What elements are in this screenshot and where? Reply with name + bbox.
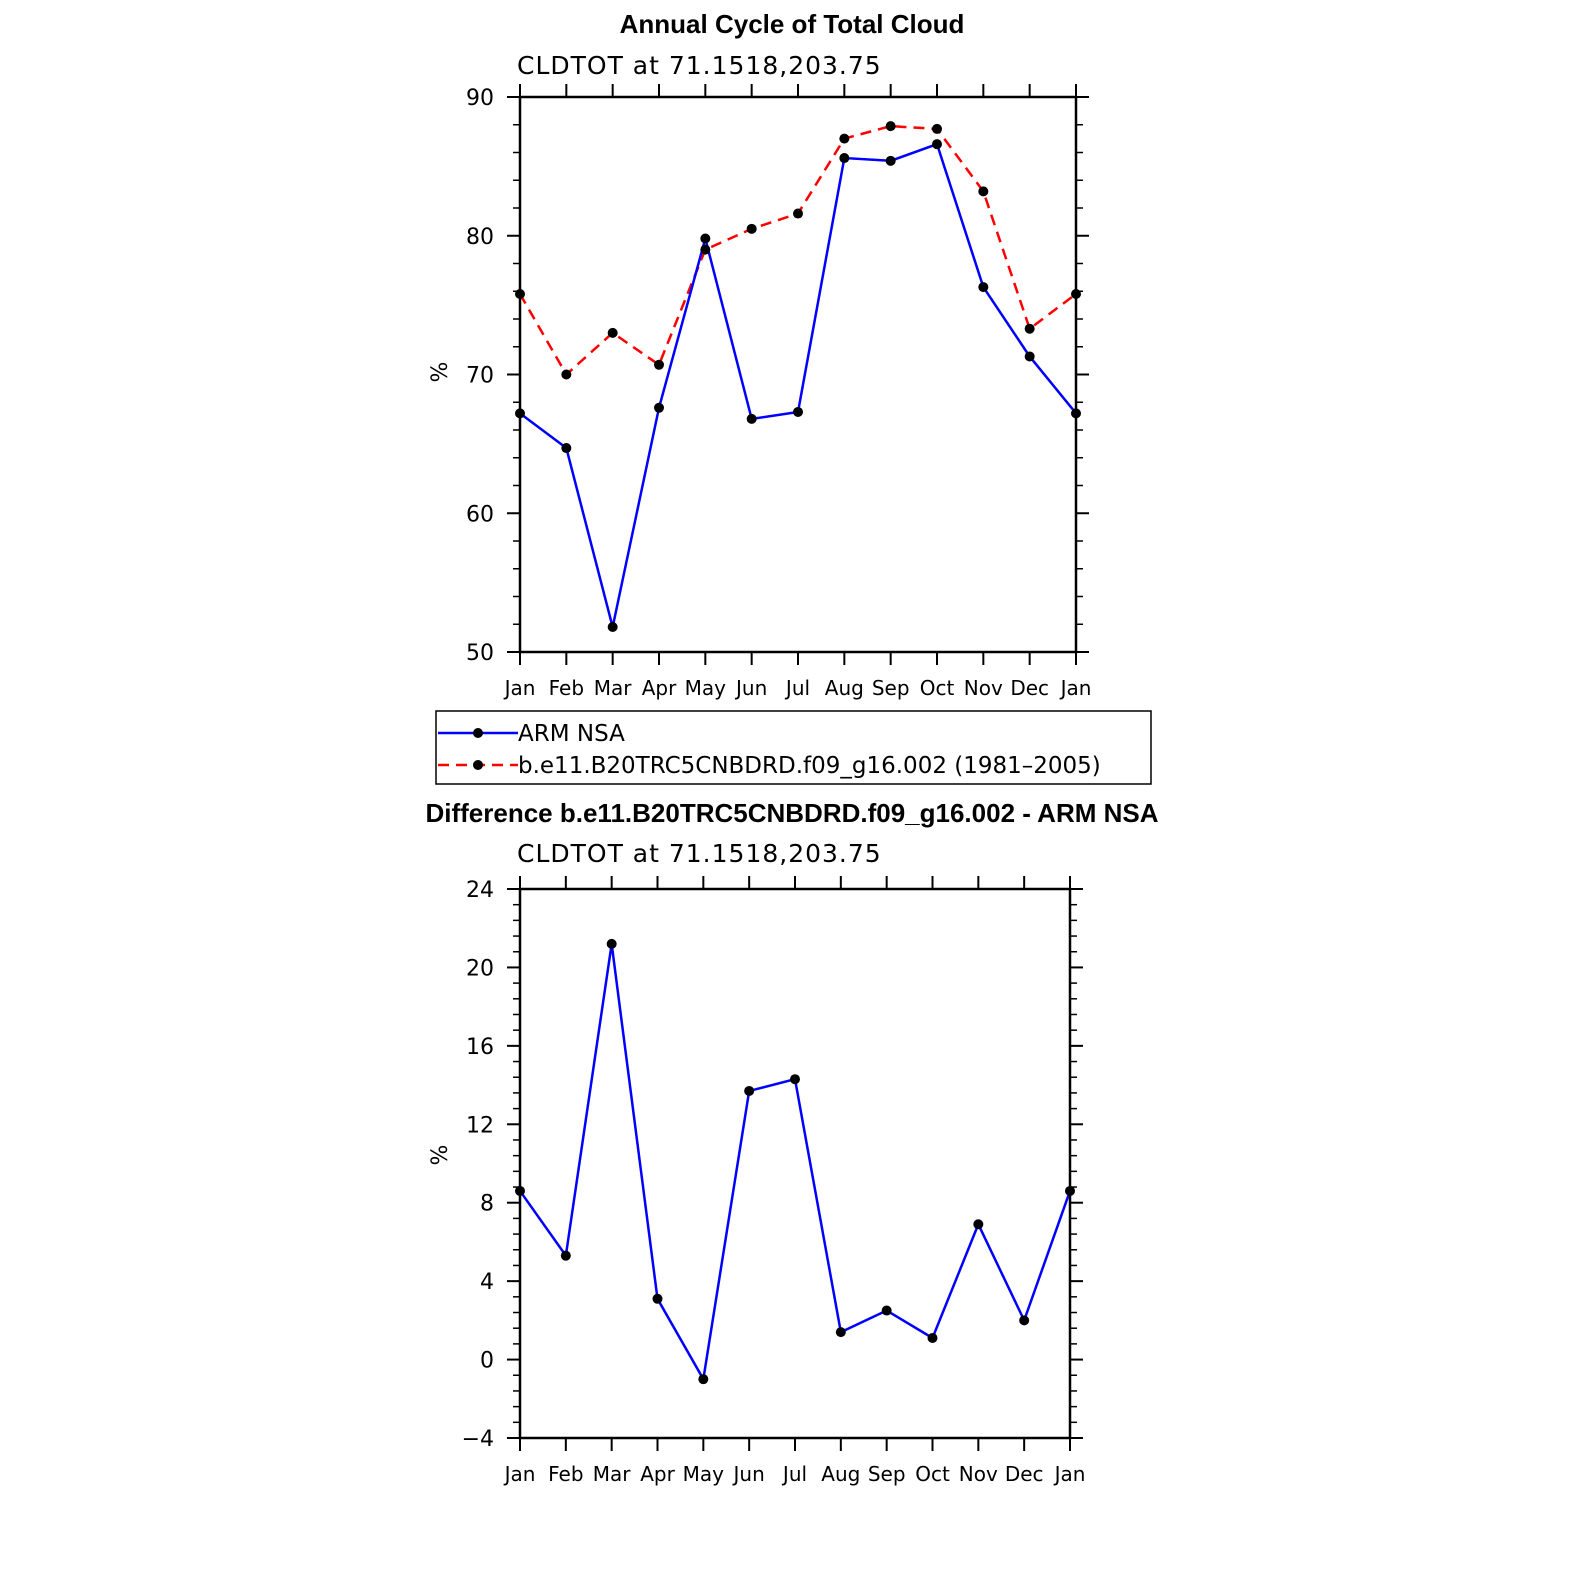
- data-point-s1-1: [561, 369, 572, 380]
- data-point-s0-11: [1024, 351, 1035, 362]
- y-tick-label: 80: [466, 225, 494, 250]
- x-tick-label: May: [685, 676, 727, 700]
- data-point-s1-6: [793, 208, 803, 219]
- chart-1-plot: Jan Feb Mar Apr May Jun Jul Aug Sep Oct Nov Dec Jan 5…: [466, 84, 1091, 700]
- data-point-s1-12: [1071, 289, 1081, 300]
- x-tick-label: Jan: [503, 1462, 536, 1486]
- x-tick-label: Aug: [821, 1462, 860, 1486]
- data-point-s1-4: [700, 244, 711, 255]
- data-point-s1-10: [978, 186, 989, 197]
- data-point-s0-7: [839, 153, 850, 164]
- data-point-s0-5: [746, 413, 757, 424]
- legend-marker-arm-nsa: [473, 728, 483, 738]
- data-point-s0-6: [793, 406, 803, 417]
- legend-box: [435, 710, 1152, 785]
- data-point-s0-0: [515, 1185, 525, 1196]
- y-tick-label: 24: [466, 878, 494, 903]
- x-tick-label: May: [683, 1462, 725, 1486]
- series-line-0: [518, 943, 1072, 1383]
- x-tick-label: Jul: [784, 676, 810, 700]
- x-tick-label: Mar: [593, 1462, 632, 1486]
- x-tick-label: Oct: [915, 1462, 950, 1486]
- legend-marker-model: [473, 760, 483, 770]
- data-point-s1-2: [607, 327, 618, 338]
- x-tick-label: Apr: [640, 1462, 675, 1486]
- series-line-1: [518, 124, 1077, 377]
- data-point-s1-0: [515, 289, 525, 300]
- x-tick-label: Jun: [732, 1462, 765, 1486]
- y-tick-label: 8: [480, 1192, 494, 1217]
- plot-frame: [518, 887, 1072, 1440]
- data-point-s0-1: [561, 443, 572, 454]
- data-point-s0-8: [881, 1305, 892, 1316]
- data-point-s0-3: [654, 402, 664, 413]
- x-tick-label: Nov: [959, 1462, 998, 1486]
- plot-frame: [518, 95, 1078, 654]
- x-tick-label: Sep: [872, 676, 910, 700]
- y-tick-label: 4: [480, 1270, 494, 1295]
- y-tick-label: 90: [466, 86, 494, 111]
- x-tick-label: Sep: [868, 1462, 906, 1486]
- x-tick-label: Feb: [548, 1462, 583, 1486]
- data-point-s0-6: [790, 1074, 800, 1085]
- chart-1-ylabel: %: [428, 362, 453, 383]
- y-tick-label: 50: [466, 641, 494, 666]
- y-tick-label: 12: [466, 1113, 494, 1138]
- chart-2-title: Difference b.e11.B20TRC5CNBDRD.f09_g16.0…: [425, 798, 1158, 828]
- data-point-s0-4: [698, 1374, 709, 1385]
- data-point-s1-3: [654, 359, 664, 370]
- data-point-s0-12: [1071, 408, 1081, 419]
- chart-1-legend: ARM NSA b.e11.B20TRC5CNBDRD.f09_g16.002 …: [435, 710, 1152, 785]
- x-tick-label: Jan: [1053, 1462, 1086, 1486]
- data-point-s0-11: [1019, 1315, 1030, 1326]
- x-tick-label: Dec: [1010, 676, 1049, 700]
- x-tick-label: Apr: [642, 676, 677, 700]
- x-tick-label: Aug: [825, 676, 864, 700]
- data-point-s0-8: [885, 155, 896, 166]
- chart-2-plot: Jan Feb Mar Apr May Jun Jul Aug Sep Oct Nov Dec Jan−…: [462, 876, 1086, 1486]
- y-tick-label: −4: [462, 1427, 494, 1452]
- data-point-s0-9: [932, 139, 942, 150]
- chart-1-title: Annual Cycle of Total Cloud: [620, 9, 965, 39]
- y-tick-label: 0: [480, 1349, 494, 1374]
- data-point-s0-2: [606, 938, 617, 949]
- y-tick-label: 60: [466, 502, 494, 527]
- data-point-s0-7: [835, 1327, 846, 1338]
- chart-2-subtitle: CLDTOT at 71.1518,203.75: [517, 839, 882, 868]
- data-point-s0-4: [700, 233, 711, 244]
- data-point-s1-9: [932, 123, 942, 134]
- data-point-s0-3: [652, 1293, 663, 1304]
- data-point-s0-1: [560, 1250, 571, 1261]
- x-tick-label: Mar: [594, 676, 633, 700]
- legend-label-model: b.e11.B20TRC5CNBDRD.f09_g16.002 (1981–20…: [518, 753, 1101, 779]
- data-point-s1-7: [839, 133, 850, 144]
- data-point-s0-10: [978, 282, 989, 293]
- x-tick-label: Jan: [1059, 676, 1092, 700]
- x-tick-label: Feb: [549, 676, 584, 700]
- data-point-s0-5: [744, 1085, 755, 1096]
- x-tick-label: Jun: [734, 676, 767, 700]
- data-point-s1-5: [746, 223, 757, 234]
- y-tick-label: 16: [466, 1035, 494, 1060]
- x-tick-label: Oct: [920, 676, 955, 700]
- data-point-s0-0: [515, 408, 525, 419]
- x-tick-label: Jul: [781, 1462, 807, 1486]
- data-point-s0-10: [973, 1219, 984, 1230]
- data-point-s0-12: [1065, 1185, 1075, 1196]
- data-point-s1-8: [885, 121, 896, 132]
- x-tick-label: Dec: [1005, 1462, 1044, 1486]
- legend-label-arm-nsa: ARM NSA: [518, 721, 625, 747]
- x-tick-label: Jan: [503, 676, 536, 700]
- data-point-s0-9: [927, 1333, 938, 1344]
- x-tick-label: Nov: [964, 676, 1003, 700]
- data-point-s1-11: [1024, 323, 1035, 334]
- y-tick-label: 70: [466, 364, 494, 389]
- y-tick-label: 20: [466, 956, 494, 981]
- chart-1-subtitle: CLDTOT at 71.1518,203.75: [517, 51, 882, 80]
- data-point-s0-2: [607, 622, 618, 633]
- chart-2-ylabel: %: [428, 1145, 453, 1166]
